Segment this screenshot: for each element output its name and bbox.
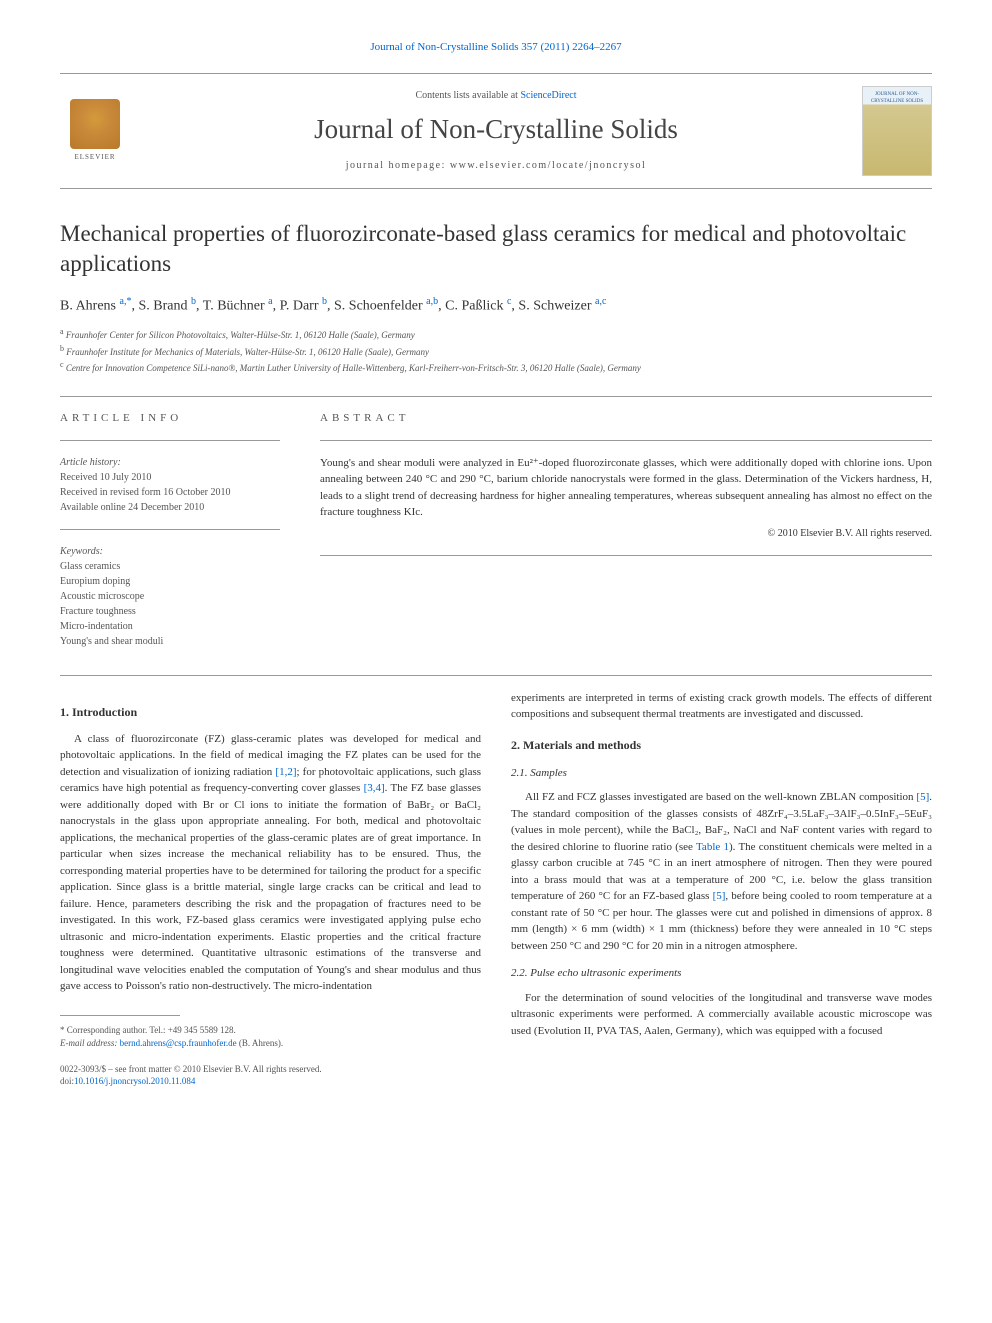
footnote-divider [60, 1015, 180, 1016]
journal-center: Contents lists available at ScienceDirec… [130, 89, 862, 173]
citation-link[interactable]: [5] [713, 890, 726, 902]
email-link[interactable]: bernd.ahrens@csp.fraunhofer.de [120, 1038, 237, 1048]
samples-paragraph: All FZ and FCZ glasses investigated are … [511, 789, 932, 954]
keyword: Glass ceramics [60, 559, 280, 574]
email-author: (B. Ahrens). [237, 1038, 284, 1048]
intro-paragraph: A class of fluorozirconate (FZ) glass-ce… [60, 731, 481, 995]
affil-link[interactable]: b [322, 296, 327, 307]
corresponding-footnote: * Corresponding author. Tel.: +49 345 55… [60, 1024, 481, 1038]
affil-link[interactable]: a [268, 296, 272, 307]
author: S. Brand [138, 299, 187, 314]
journal-homepage: journal homepage: www.elsevier.com/locat… [130, 159, 862, 173]
affil-text: Centre for Innovation Competence SiLi-na… [66, 363, 641, 373]
affil-link[interactable]: a,b [426, 296, 438, 307]
keyword: Fracture toughness [60, 604, 280, 619]
affiliation: c Centre for Innovation Competence SiLi-… [60, 359, 932, 375]
received-date: Received 10 July 2010 [60, 470, 280, 485]
affil-text: Fraunhofer Institute for Mechanics of Ma… [66, 347, 429, 357]
article-info-heading: article info [60, 411, 280, 426]
footnotes: * Corresponding author. Tel.: +49 345 55… [60, 1024, 481, 1051]
citation-header: Journal of Non-Crystalline Solids 357 (2… [60, 40, 932, 55]
article-info-col: article info Article history: Received 1… [60, 411, 280, 649]
abstract-text: Young's and shear moduli were analyzed i… [320, 455, 932, 521]
article-title: Mechanical properties of fluorozirconate… [60, 219, 932, 279]
doi-link[interactable]: 10.1016/j.jnoncrysol.2010.11.084 [74, 1076, 195, 1086]
ultrasonic-heading: 2.2. Pulse echo ultrasonic experiments [511, 966, 932, 981]
info-abstract-row: article info Article history: Received 1… [60, 411, 932, 649]
author: T. Büchner [203, 299, 265, 314]
online-date: Available online 24 December 2010 [60, 500, 280, 515]
affiliation: b Fraunhofer Institute for Mechanics of … [60, 343, 932, 359]
author: S. Schoenfelder [334, 299, 423, 314]
methods-heading: 2. Materials and methods [511, 737, 932, 754]
body-col-right: experiments are interpreted in terms of … [511, 690, 932, 1088]
journal-cover-thumb: JOURNAL OF NON-CRYSTALLINE SOLIDS [862, 86, 932, 176]
footer-doi: doi:10.1016/j.jnoncrysol.2010.11.084 [60, 1075, 481, 1088]
divider [60, 529, 280, 530]
footer-line1: 0022-3093/$ – see front matter © 2010 El… [60, 1063, 481, 1076]
citation-link[interactable]: [5] [916, 791, 929, 803]
history-label: Article history: [60, 455, 280, 470]
citation-link[interactable]: Journal of Non-Crystalline Solids 357 (2… [370, 41, 621, 53]
abstract-col: abstract Young's and shear moduli were a… [320, 411, 932, 649]
authors-line: B. Ahrens a,*, S. Brand b, T. Büchner a,… [60, 295, 932, 316]
intro-text: . The FZ base glasses were additionally … [60, 782, 481, 992]
intro-p2: experiments are interpreted in terms of … [511, 690, 932, 723]
body-col-left: 1. Introduction A class of fluorozircona… [60, 690, 481, 1088]
ultrasonic-paragraph: For the determination of sound velocitie… [511, 990, 932, 1040]
author: S. Schweizer [518, 299, 591, 314]
keyword: Acoustic microscope [60, 589, 280, 604]
affil-marker: c [60, 360, 64, 369]
samples-heading: 2.1. Samples [511, 766, 932, 781]
affil-link[interactable]: c [507, 296, 511, 307]
body-columns: 1. Introduction A class of fluorozircona… [60, 690, 932, 1088]
author: C. Paßlick [445, 299, 503, 314]
keywords-block: Keywords: Glass ceramics Europium doping… [60, 544, 280, 649]
table-link[interactable]: Table 1 [696, 841, 729, 853]
email-label: E-mail address: [60, 1038, 120, 1048]
divider [320, 555, 932, 556]
affil-marker: b [60, 344, 64, 353]
affiliations: a Fraunhofer Center for Silicon Photovol… [60, 326, 932, 375]
abstract-copyright: © 2010 Elsevier B.V. All rights reserved… [320, 527, 932, 541]
journal-header: ELSEVIER Contents lists available at Sci… [60, 73, 932, 189]
affil-link[interactable]: b [191, 296, 196, 307]
intro-paragraph-cont: experiments are interpreted in terms of … [511, 690, 932, 723]
keywords-label: Keywords: [60, 544, 280, 559]
history-block: Article history: Received 10 July 2010 R… [60, 455, 280, 515]
email-footnote: E-mail address: bernd.ahrens@csp.fraunho… [60, 1037, 481, 1051]
citation-link[interactable]: [1,2] [275, 766, 296, 778]
author: P. Darr [280, 299, 319, 314]
affiliation: a Fraunhofer Center for Silicon Photovol… [60, 326, 932, 342]
keyword: Europium doping [60, 574, 280, 589]
sciencedirect-link[interactable]: ScienceDirect [520, 90, 576, 101]
revised-date: Received in revised form 16 October 2010 [60, 485, 280, 500]
doi-label: doi: [60, 1076, 74, 1086]
contents-prefix: Contents lists available at [415, 90, 520, 101]
abstract-heading: abstract [320, 411, 932, 426]
divider [60, 396, 932, 397]
affil-text: Fraunhofer Center for Silicon Photovolta… [66, 330, 415, 340]
journal-title: Journal of Non-Crystalline Solids [130, 111, 862, 149]
introduction-heading: 1. Introduction [60, 704, 481, 721]
samples-text: All FZ and FCZ glasses investigated are … [525, 791, 916, 803]
keyword: Micro-indentation [60, 619, 280, 634]
affil-link[interactable]: a,c [595, 296, 606, 307]
contents-line: Contents lists available at ScienceDirec… [130, 89, 862, 103]
corresponding-star[interactable]: * [126, 296, 131, 307]
author: B. Ahrens [60, 299, 116, 314]
divider [60, 440, 280, 441]
page-footer: 0022-3093/$ – see front matter © 2010 El… [60, 1063, 481, 1088]
divider [60, 675, 932, 676]
keyword: Young's and shear moduli [60, 634, 280, 649]
elsevier-tree-icon [70, 99, 120, 149]
affil-marker: a [60, 327, 64, 336]
elsevier-logo: ELSEVIER [60, 94, 130, 169]
ultrasonic-text: For the determination of sound velocitie… [511, 990, 932, 1040]
citation-link[interactable]: [3,4] [364, 782, 385, 794]
elsevier-label: ELSEVIER [74, 153, 115, 163]
divider [320, 440, 932, 441]
